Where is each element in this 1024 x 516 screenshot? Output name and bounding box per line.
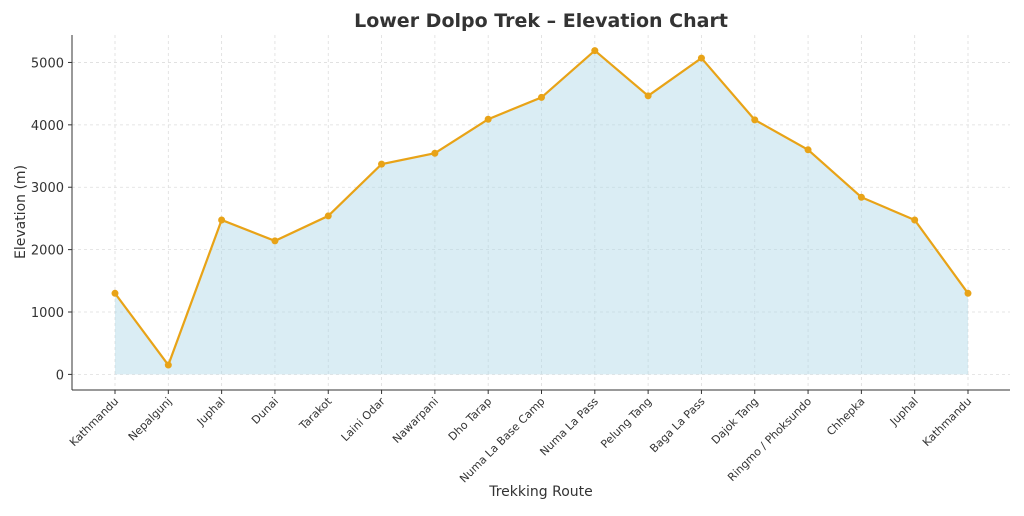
- x-tick-label: Kathmandu: [67, 395, 121, 449]
- data-point: [804, 146, 812, 154]
- x-tick-label: Kathmandu: [920, 395, 974, 449]
- y-ticks: 0 1000 2000 3000 4000 5000: [31, 56, 72, 383]
- x-tick-label: Juphal: [887, 395, 921, 429]
- data-point: [538, 93, 545, 101]
- data-point: [164, 361, 172, 369]
- data-point: [218, 216, 226, 224]
- data-point: [324, 212, 332, 220]
- data-point: [484, 115, 492, 123]
- x-tick-label: Nawarpani: [390, 395, 441, 446]
- x-tick-label: Juphal: [194, 395, 228, 429]
- data-points: [111, 47, 972, 369]
- chart-title: Lower Dolpo Trek – Elevation Chart: [354, 10, 728, 32]
- data-point: [378, 160, 386, 168]
- data-point: [591, 47, 599, 55]
- y-tick-label: 5000: [31, 56, 64, 71]
- x-tick-label: Chhepka: [824, 395, 867, 438]
- x-tick-label: Tarakot: [296, 394, 335, 433]
- data-point: [644, 92, 652, 100]
- x-ticks: Kathmandu Nepalgunj Juphal Dunai Tarakot Lain…: [67, 390, 974, 485]
- x-tick-label: Dunai: [249, 395, 281, 427]
- y-tick-label: 2000: [31, 244, 64, 259]
- x-tick-label: Baga La Pass: [647, 395, 707, 455]
- y-tick-label: 3000: [31, 181, 64, 196]
- data-point: [431, 149, 439, 157]
- x-tick-label: Dajok Tang: [709, 395, 761, 447]
- grid: [72, 35, 1010, 390]
- data-point: [111, 289, 119, 297]
- x-tick-label: Dho Tarap: [446, 395, 494, 443]
- y-axis-label: Elevation (m): [13, 165, 29, 259]
- data-point: [964, 289, 972, 297]
- data-point: [911, 216, 919, 224]
- data-point: [697, 54, 705, 62]
- data-point: [271, 237, 279, 245]
- x-tick-label: Pelung Tang: [598, 395, 654, 451]
- y-tick-label: 0: [56, 368, 64, 383]
- elevation-area-fill: [115, 50, 968, 375]
- data-point: [751, 116, 759, 124]
- data-point: [857, 193, 865, 201]
- y-tick-label: 4000: [31, 119, 64, 134]
- x-tick-label: Laini Odar: [339, 395, 388, 444]
- x-axis-label: Trekking Route: [488, 484, 593, 500]
- x-tick-label: Nepalgunj: [126, 395, 175, 444]
- y-tick-label: 1000: [31, 306, 64, 321]
